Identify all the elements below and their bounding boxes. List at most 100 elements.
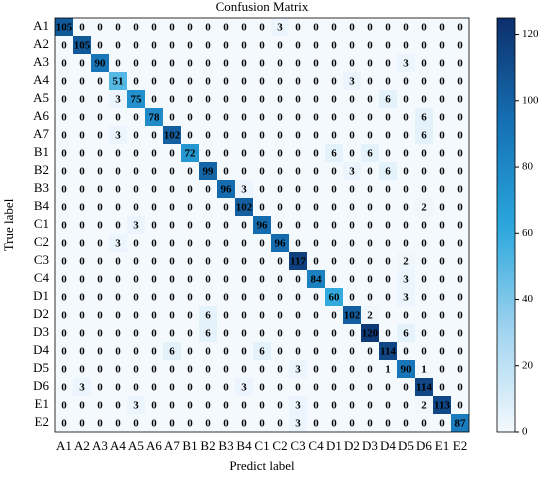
cell <box>253 324 271 342</box>
cell-label: 0 <box>205 418 211 430</box>
cell <box>91 234 109 252</box>
x-axis-label: Predict label <box>229 458 295 473</box>
cell-label: 0 <box>295 112 301 124</box>
cell <box>253 90 271 108</box>
cell-label: 0 <box>403 202 409 214</box>
cell-label: 113 <box>434 400 450 412</box>
cell-label: 0 <box>331 256 337 268</box>
cell <box>253 108 271 126</box>
cell <box>433 234 451 252</box>
cell <box>361 144 379 162</box>
y-tick-label: C3 <box>34 252 49 267</box>
cell <box>289 414 307 432</box>
cell <box>289 144 307 162</box>
cell-label: 0 <box>169 220 175 232</box>
cell-label: 0 <box>403 184 409 196</box>
cell <box>397 360 415 378</box>
cell-label: 72 <box>185 148 197 160</box>
cell <box>325 288 343 306</box>
cell <box>235 180 253 198</box>
cell <box>163 252 181 270</box>
cell-label: 0 <box>385 130 391 142</box>
cell <box>397 414 415 432</box>
cell-label: 0 <box>223 292 229 304</box>
cell-label: 0 <box>79 310 85 322</box>
cell-label: 0 <box>115 274 121 286</box>
cell-label: 0 <box>349 58 355 70</box>
cell <box>127 288 145 306</box>
cell-label: 0 <box>187 40 193 52</box>
cell <box>217 180 235 198</box>
cell <box>163 216 181 234</box>
cell-label: 0 <box>349 238 355 250</box>
cell <box>433 108 451 126</box>
cell-label: 0 <box>331 76 337 88</box>
cell-label: 0 <box>241 292 247 304</box>
cell <box>163 54 181 72</box>
cell <box>451 306 469 324</box>
cell <box>199 306 217 324</box>
cell-label: 0 <box>277 418 283 430</box>
cell <box>343 414 361 432</box>
cell-label: 0 <box>439 328 445 340</box>
cell <box>55 198 73 216</box>
cell-label: 0 <box>439 256 445 268</box>
cell <box>145 360 163 378</box>
cell-label: 0 <box>277 292 283 304</box>
cell <box>361 288 379 306</box>
cell <box>145 162 163 180</box>
cell-label: 0 <box>61 220 67 232</box>
cell <box>271 36 289 54</box>
cell <box>127 198 145 216</box>
cell <box>325 72 343 90</box>
cell <box>217 360 235 378</box>
cell <box>451 54 469 72</box>
cell-label: 0 <box>439 364 445 376</box>
cell <box>199 288 217 306</box>
cell-label: 0 <box>241 94 247 106</box>
cell-label: 0 <box>277 256 283 268</box>
cell-label: 0 <box>457 346 463 358</box>
cell-label: 3 <box>349 76 355 88</box>
cell-label: 0 <box>151 328 157 340</box>
cell <box>91 288 109 306</box>
cell <box>127 72 145 90</box>
cell <box>325 198 343 216</box>
cell <box>379 396 397 414</box>
cell-label: 0 <box>133 112 139 124</box>
cell-label: 0 <box>349 400 355 412</box>
cell <box>253 396 271 414</box>
cell <box>55 36 73 54</box>
cell <box>73 126 91 144</box>
cell <box>199 144 217 162</box>
cell-label: 0 <box>403 148 409 160</box>
cell <box>199 396 217 414</box>
cell <box>145 234 163 252</box>
cell <box>361 180 379 198</box>
cell-label: 0 <box>385 418 391 430</box>
cell <box>181 414 199 432</box>
cell <box>325 144 343 162</box>
cell-label: 0 <box>331 166 337 178</box>
cell <box>307 342 325 360</box>
cell <box>451 324 469 342</box>
cell-label: 0 <box>133 130 139 142</box>
cell-label: 0 <box>259 364 265 376</box>
cell <box>127 414 145 432</box>
cell <box>397 54 415 72</box>
cell <box>307 126 325 144</box>
cell <box>55 252 73 270</box>
cell <box>235 108 253 126</box>
cell <box>109 162 127 180</box>
cell <box>451 396 469 414</box>
cell <box>415 288 433 306</box>
cell-label: 1 <box>421 364 427 376</box>
cell <box>361 18 379 36</box>
cell <box>145 18 163 36</box>
cell <box>307 180 325 198</box>
cell <box>73 162 91 180</box>
cell <box>379 90 397 108</box>
cell-label: 0 <box>439 40 445 52</box>
cell <box>289 90 307 108</box>
cell-label: 0 <box>187 202 193 214</box>
